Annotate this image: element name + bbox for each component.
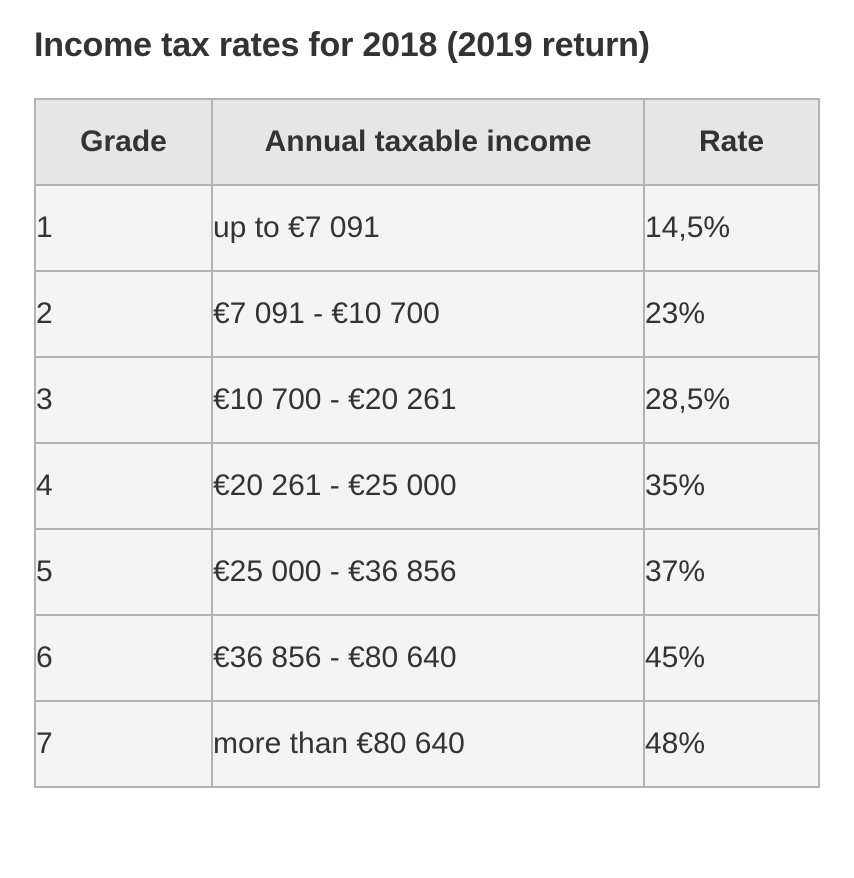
cell-grade: 6 [34,614,213,702]
cell-income: €25 000 - €36 856 [211,528,645,616]
header-grade: Grade [34,98,213,186]
cell-income: €20 261 - €25 000 [211,442,645,530]
page-title: Income tax rates for 2018 (2019 return) [34,26,650,64]
table-row: 1 up to €7 091 14,5% [34,184,820,272]
cell-grade: 7 [34,700,213,788]
cell-income: €10 700 - €20 261 [211,356,645,444]
cell-grade: 5 [34,528,213,616]
table-row: 4 €20 261 - €25 000 35% [34,442,820,530]
cell-grade: 2 [34,270,213,358]
cell-rate: 23% [643,270,820,358]
cell-rate: 28,5% [643,356,820,444]
cell-rate: 14,5% [643,184,820,272]
cell-grade: 4 [34,442,213,530]
header-annual-taxable-income: Annual taxable income [211,98,645,186]
cell-rate: 35% [643,442,820,530]
table-header-row: Grade Annual taxable income Rate [34,98,820,186]
cell-income: up to €7 091 [211,184,645,272]
table-row: 2 €7 091 - €10 700 23% [34,270,820,358]
cell-income: €7 091 - €10 700 [211,270,645,358]
tax-rates-table: Grade Annual taxable income Rate 1 up to… [34,98,820,788]
table-row: 7 more than €80 640 48% [34,700,820,788]
header-rate: Rate [643,98,820,186]
cell-rate: 37% [643,528,820,616]
table-row: 5 €25 000 - €36 856 37% [34,528,820,616]
table-row: 3 €10 700 - €20 261 28,5% [34,356,820,444]
cell-grade: 1 [34,184,213,272]
cell-income: €36 856 - €80 640 [211,614,645,702]
cell-grade: 3 [34,356,213,444]
cell-rate: 45% [643,614,820,702]
cell-rate: 48% [643,700,820,788]
cell-income: more than €80 640 [211,700,645,788]
table-row: 6 €36 856 - €80 640 45% [34,614,820,702]
